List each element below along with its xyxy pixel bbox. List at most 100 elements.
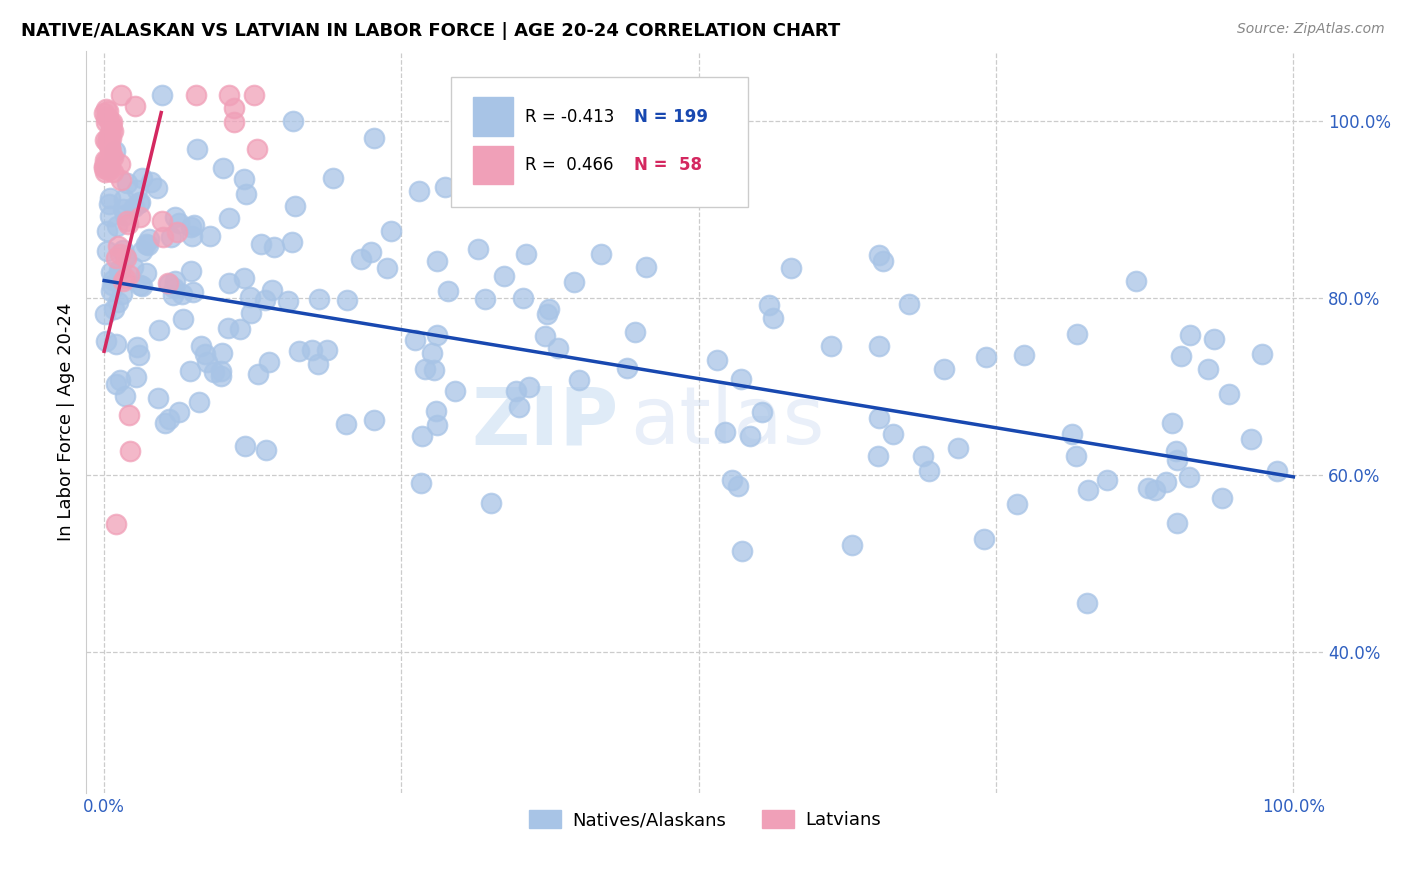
- Point: [911, 449, 934, 463]
- Point: [118, 268, 141, 283]
- Point: [425, 404, 447, 418]
- Point: [515, 246, 537, 260]
- Point: [235, 186, 257, 201]
- Point: [404, 333, 426, 347]
- Point: [107, 239, 129, 253]
- Point: [94, 165, 117, 179]
- Point: [375, 260, 398, 275]
- Point: [108, 157, 131, 171]
- Point: [243, 87, 266, 102]
- Point: [100, 209, 122, 223]
- Point: [97, 160, 120, 174]
- Point: [100, 141, 122, 155]
- Point: [547, 341, 569, 355]
- Point: [233, 172, 256, 186]
- Point: [714, 425, 737, 440]
- Point: [467, 242, 489, 256]
- Point: [100, 131, 122, 145]
- Point: [218, 211, 240, 225]
- Point: [437, 284, 460, 298]
- Point: [336, 293, 359, 307]
- Point: [103, 150, 125, 164]
- Point: [128, 278, 150, 293]
- Point: [263, 240, 285, 254]
- Point: [98, 132, 121, 146]
- Point: [103, 302, 125, 317]
- Point: [731, 544, 754, 558]
- Point: [1211, 491, 1233, 505]
- Point: [96, 244, 118, 258]
- Point: [1250, 347, 1272, 361]
- Point: [624, 326, 647, 340]
- Point: [492, 269, 515, 284]
- Point: [180, 229, 202, 244]
- Point: [110, 262, 132, 277]
- Point: [98, 142, 121, 156]
- Point: [93, 153, 115, 167]
- Point: [564, 275, 586, 289]
- Point: [1166, 516, 1188, 531]
- Point: [97, 163, 120, 178]
- Point: [1076, 596, 1098, 610]
- Point: [93, 159, 115, 173]
- FancyBboxPatch shape: [474, 145, 513, 185]
- Point: [163, 210, 186, 224]
- Point: [98, 135, 121, 149]
- Point: [536, 307, 558, 321]
- Point: [96, 111, 118, 125]
- Point: [118, 408, 141, 422]
- Point: [738, 428, 761, 442]
- Point: [360, 245, 382, 260]
- Point: [183, 219, 205, 233]
- Point: [101, 114, 124, 128]
- Point: [1218, 387, 1240, 401]
- Legend: Natives/Alaskans, Latvians: Natives/Alaskans, Latvians: [522, 803, 889, 837]
- Text: atlas: atlas: [630, 383, 825, 461]
- Point: [96, 103, 118, 117]
- Point: [104, 376, 127, 391]
- Point: [157, 412, 180, 426]
- Point: [779, 260, 801, 275]
- Point: [321, 170, 343, 185]
- Point: [444, 384, 467, 398]
- Text: R =  0.466: R = 0.466: [526, 156, 614, 174]
- Point: [112, 202, 135, 216]
- Point: [898, 297, 921, 311]
- Point: [246, 142, 269, 156]
- Point: [758, 297, 780, 311]
- Point: [100, 285, 122, 299]
- Point: [751, 405, 773, 419]
- Point: [1066, 327, 1088, 342]
- Point: [1178, 470, 1201, 484]
- Point: [139, 175, 162, 189]
- Point: [122, 200, 145, 214]
- Point: [408, 184, 430, 198]
- Point: [534, 329, 557, 343]
- Point: [1005, 497, 1028, 511]
- Point: [426, 328, 449, 343]
- Point: [184, 87, 207, 102]
- Point: [727, 479, 749, 493]
- Point: [307, 357, 329, 371]
- Point: [157, 277, 180, 291]
- Point: [363, 131, 385, 145]
- Point: [112, 192, 135, 206]
- Point: [762, 310, 785, 325]
- Point: [93, 133, 115, 147]
- Point: [1178, 327, 1201, 342]
- Point: [97, 129, 120, 144]
- Point: [508, 400, 530, 414]
- Point: [257, 355, 280, 369]
- Point: [277, 293, 299, 308]
- Point: [100, 264, 122, 278]
- Point: [105, 337, 128, 351]
- Y-axis label: In Labor Force | Age 20-24: In Labor Force | Age 20-24: [58, 302, 75, 541]
- Point: [104, 144, 127, 158]
- Point: [636, 260, 658, 275]
- Point: [218, 87, 240, 102]
- Text: ZIP: ZIP: [471, 383, 619, 461]
- Point: [146, 392, 169, 406]
- Point: [97, 104, 120, 119]
- Point: [308, 293, 330, 307]
- Point: [97, 111, 120, 125]
